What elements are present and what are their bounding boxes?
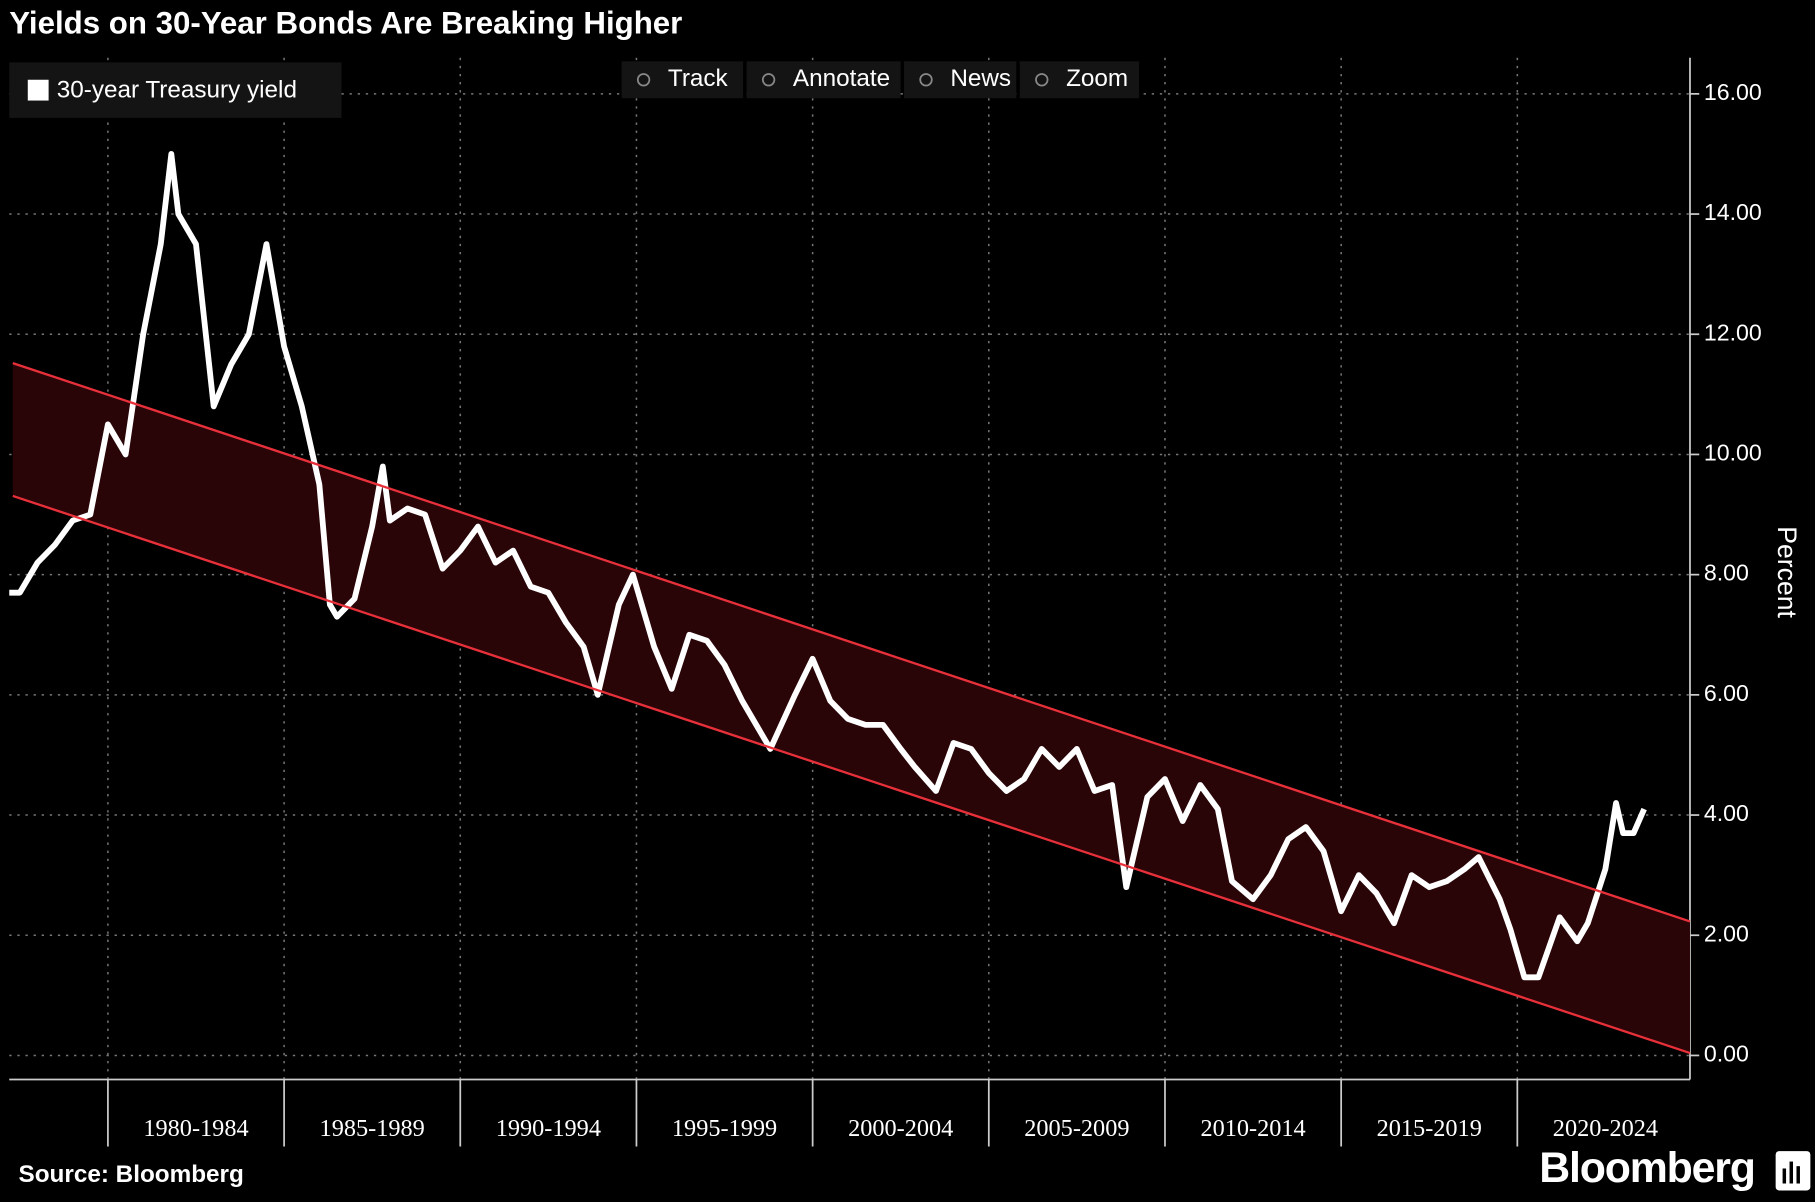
y-tick-label: 2.00	[1704, 920, 1749, 946]
plot-area: 0.00 2.00 4.00 6.00 8.00 10.00 12.00 14.00 16.00…	[9, 57, 1762, 1147]
toolbar: Track Annotate News Zoom	[621, 61, 1140, 99]
toolbar-button-bg	[621, 61, 744, 99]
legend-label: 30-year Treasury yield	[57, 77, 297, 104]
channel-line	[12, 494, 1691, 1055]
legend-box	[9, 62, 342, 118]
x-tick-label: 1980-1984	[143, 1115, 248, 1142]
toolbar-label: Zoom	[1066, 65, 1128, 92]
x-tick-label: 1990-1994	[496, 1115, 601, 1142]
channel-line	[12, 362, 1691, 923]
toolbar-label: News	[950, 65, 1011, 92]
toolbar-button-bg	[1019, 61, 1140, 99]
toolbar-icon	[761, 73, 776, 87]
toolbar-label: Track	[668, 65, 729, 92]
x-tick-label: 2000-2004	[848, 1115, 953, 1142]
toolbar-icon	[636, 73, 651, 87]
x-tick-label: 1995-1999	[672, 1115, 777, 1142]
y-tick-label: 4.00	[1704, 800, 1749, 826]
y-tick-label: 12.00	[1704, 319, 1762, 345]
y-axis-label: Percent	[1772, 526, 1802, 618]
x-tick-label: 2015-2019	[1377, 1115, 1482, 1142]
y-tick-label: 10.00	[1704, 440, 1762, 466]
toolbar-button[interactable]: Zoom	[1019, 61, 1140, 99]
y-tick-label: 6.00	[1704, 680, 1749, 706]
legend-swatch	[27, 79, 49, 101]
toolbar-button[interactable]: News	[904, 61, 1017, 99]
y-tick-label: 16.00	[1704, 79, 1762, 105]
y-tick-label: 14.00	[1704, 199, 1762, 225]
chart-title: Yields on 30-Year Bonds Are Breaking Hig…	[9, 6, 682, 41]
toolbar-button-bg	[904, 61, 1017, 99]
toolbar-icon	[1035, 73, 1049, 87]
y-tick-label: 8.00	[1704, 560, 1749, 586]
series-line	[9, 151, 1647, 981]
x-tick-label: 2010-2014	[1200, 1115, 1305, 1142]
source: Source: Bloomberg	[19, 1161, 244, 1188]
toolbar-button-bg	[746, 61, 901, 99]
x-tick-label: 2020-2024	[1553, 1115, 1658, 1142]
brand-icon	[1775, 1151, 1811, 1191]
toolbar-button[interactable]: Annotate	[746, 61, 901, 99]
brand-logo: Bloomberg	[1539, 1144, 1755, 1192]
toolbar-icon	[919, 73, 933, 87]
x-tick-label: 2005-2009	[1024, 1115, 1129, 1142]
toolbar-button[interactable]: Track	[621, 61, 744, 99]
y-tick-label: 0.00	[1704, 1041, 1749, 1067]
toolbar-label: Annotate	[793, 65, 890, 92]
x-tick-label: 1985-1989	[320, 1115, 425, 1142]
